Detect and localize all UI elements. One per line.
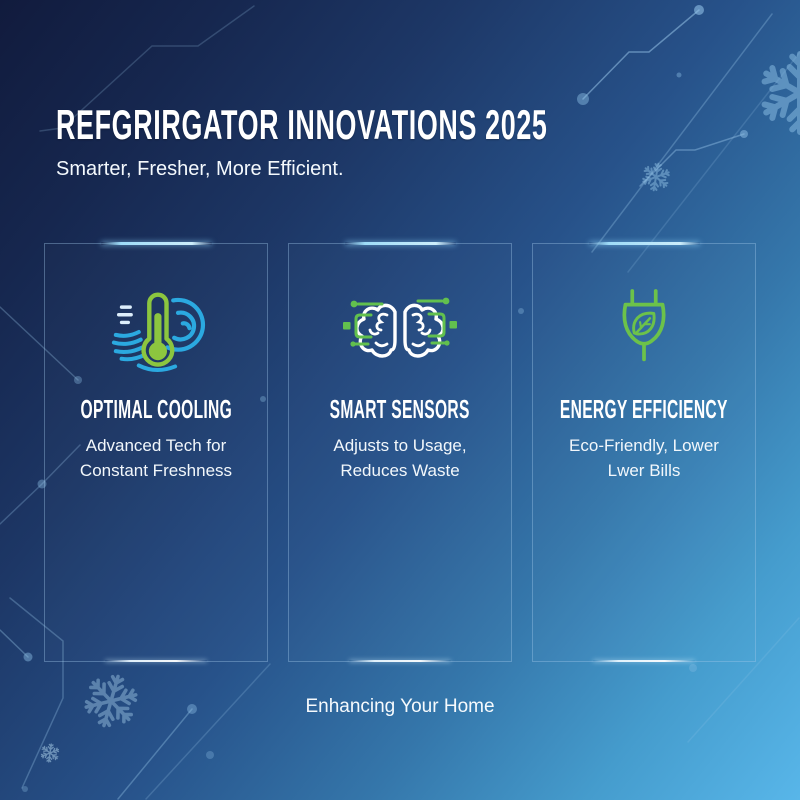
- card-title: SMART SENSORS: [330, 394, 470, 424]
- card-description: Adjusts to Usage, Reduces Waste: [333, 436, 467, 480]
- eco-plug-icon: [606, 286, 682, 378]
- card-energy-efficiency: ENERGY EFFICIENCY Eco-Friendly, Lower Lw…: [532, 242, 756, 662]
- card-bottom-highlight: [348, 660, 452, 662]
- brain-circuit-icon-svg: [343, 297, 457, 358]
- cold-dashes: [116, 305, 133, 325]
- eco-plug-icon-svg: [622, 289, 666, 362]
- header: REFGRIRGATOR INNOVATIONS 2025 Smarter, F…: [56, 104, 800, 182]
- thermometer-cooling-icon-svg: [111, 292, 206, 373]
- brain-circuit-icon: [342, 286, 458, 378]
- card-top-highlight: [100, 242, 212, 245]
- cards-row: OPTIMAL COOLING Advanced Tech for Consta…: [44, 242, 756, 662]
- card-title: OPTIMAL COOLING: [80, 394, 232, 424]
- card-title: ENERGY EFFICIENCY: [560, 394, 728, 424]
- snowflake-icon: [40, 743, 60, 763]
- card-bottom-highlight: [104, 660, 208, 662]
- card-optimal-cooling: OPTIMAL COOLING Advanced Tech for Consta…: [44, 242, 268, 662]
- card-description: Eco-Friendly, Lower Lwer Bills: [569, 436, 719, 480]
- page-title: REFGRIRGATOR INNOVATIONS 2025: [56, 101, 548, 148]
- page-subtitle: Smarter, Fresher, More Efficient.: [56, 158, 344, 180]
- thermometer: [141, 292, 175, 367]
- card-top-highlight: [344, 242, 456, 245]
- footer: Enhancing Your Home: [0, 694, 800, 720]
- thermometer-cooling-icon: [104, 286, 208, 378]
- footer-tagline: Enhancing Your Home: [305, 696, 495, 717]
- card-smart-sensors: SMART SENSORS Adjusts to Usage, Reduces …: [288, 242, 512, 662]
- sensor-circuit-lines: [353, 299, 447, 346]
- card-top-highlight: [588, 242, 700, 245]
- card-description: Advanced Tech for Constant Freshness: [79, 436, 233, 480]
- sensor-circuit-nodes: [343, 297, 457, 347]
- card-bottom-highlight: [592, 660, 696, 662]
- cooling-spiral: [165, 297, 206, 352]
- plug-with-leaf: [622, 289, 666, 362]
